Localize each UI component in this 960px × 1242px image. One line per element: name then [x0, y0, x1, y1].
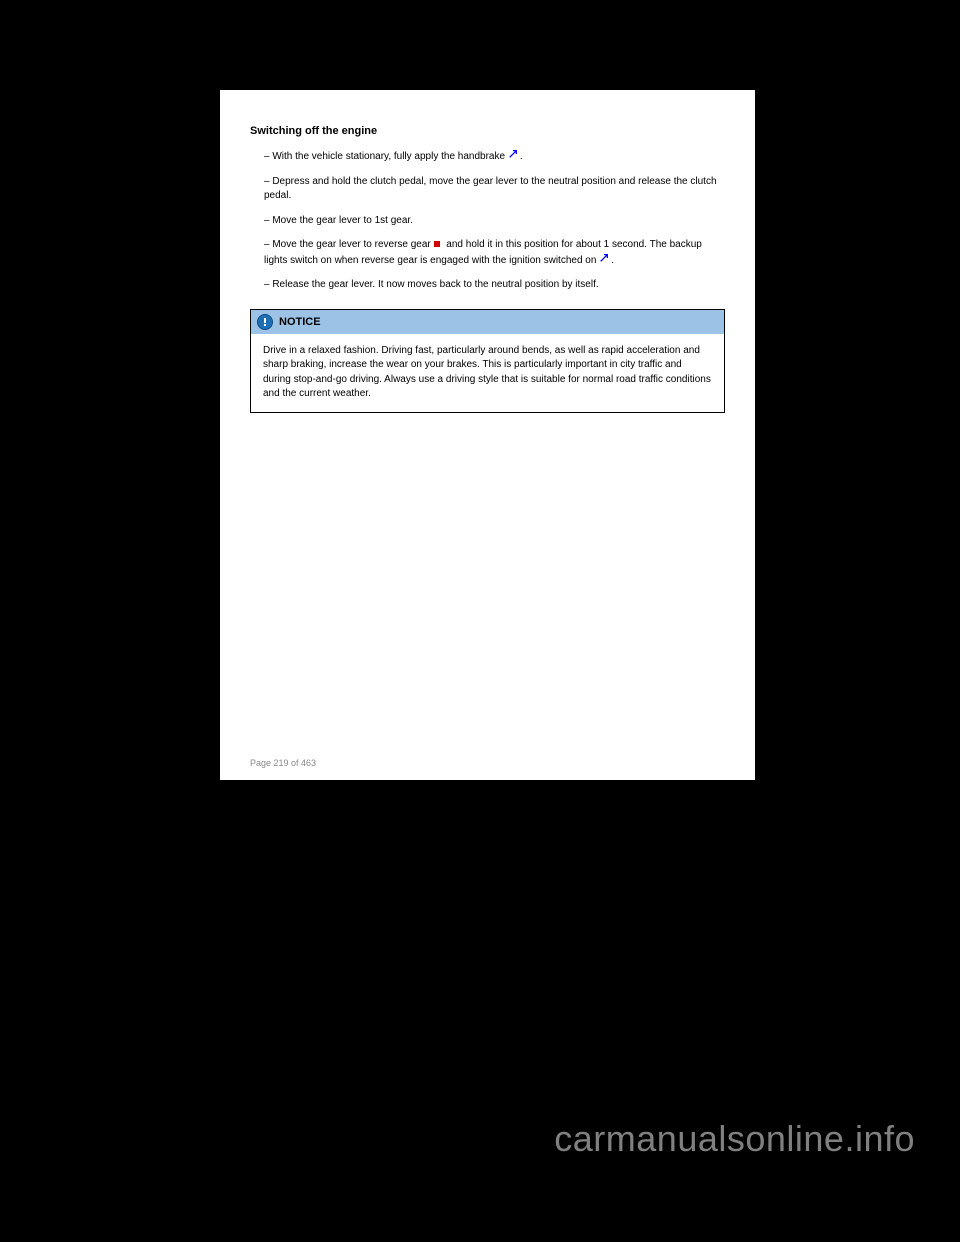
notice-body-text: Drive in a relaxed fashion. Driving fast…	[263, 344, 712, 402]
instruction-step-2: – Depress and hold the clutch pedal, mov…	[264, 175, 725, 204]
watermark: carmanualsonline.info	[554, 1118, 915, 1160]
manual-page: Switching off the engine – With the vehi…	[220, 90, 755, 780]
notice-box: NOTICE Drive in a relaxed fashion. Drivi…	[250, 309, 725, 413]
instruction-step-4: – Move the gear lever to reverse gear an…	[264, 238, 725, 268]
notice-header: NOTICE	[251, 310, 724, 334]
step-1-text-before: – With the vehicle stationary, fully app…	[264, 151, 508, 162]
notice-body: Drive in a relaxed fashion. Driving fast…	[251, 334, 724, 412]
instruction-step-3: – Move the gear lever to 1st gear.	[264, 214, 725, 229]
step-4-text-after: .	[611, 255, 614, 266]
section-heading: Switching off the engine	[250, 125, 725, 137]
notice-title: NOTICE	[279, 316, 321, 328]
step-1-text-after: .	[520, 151, 523, 162]
instruction-step-1: – With the vehicle stationary, fully app…	[264, 149, 725, 165]
step-4-text-before: – Move the gear lever to reverse gear	[264, 239, 434, 250]
notice-icon	[257, 314, 273, 330]
page-footer: Page 219 of 463	[250, 758, 316, 768]
link-icon	[599, 253, 609, 263]
instruction-step-5: – Release the gear lever. It now moves b…	[264, 278, 725, 293]
reverse-gear-icon	[434, 241, 440, 247]
link-icon	[508, 149, 518, 159]
